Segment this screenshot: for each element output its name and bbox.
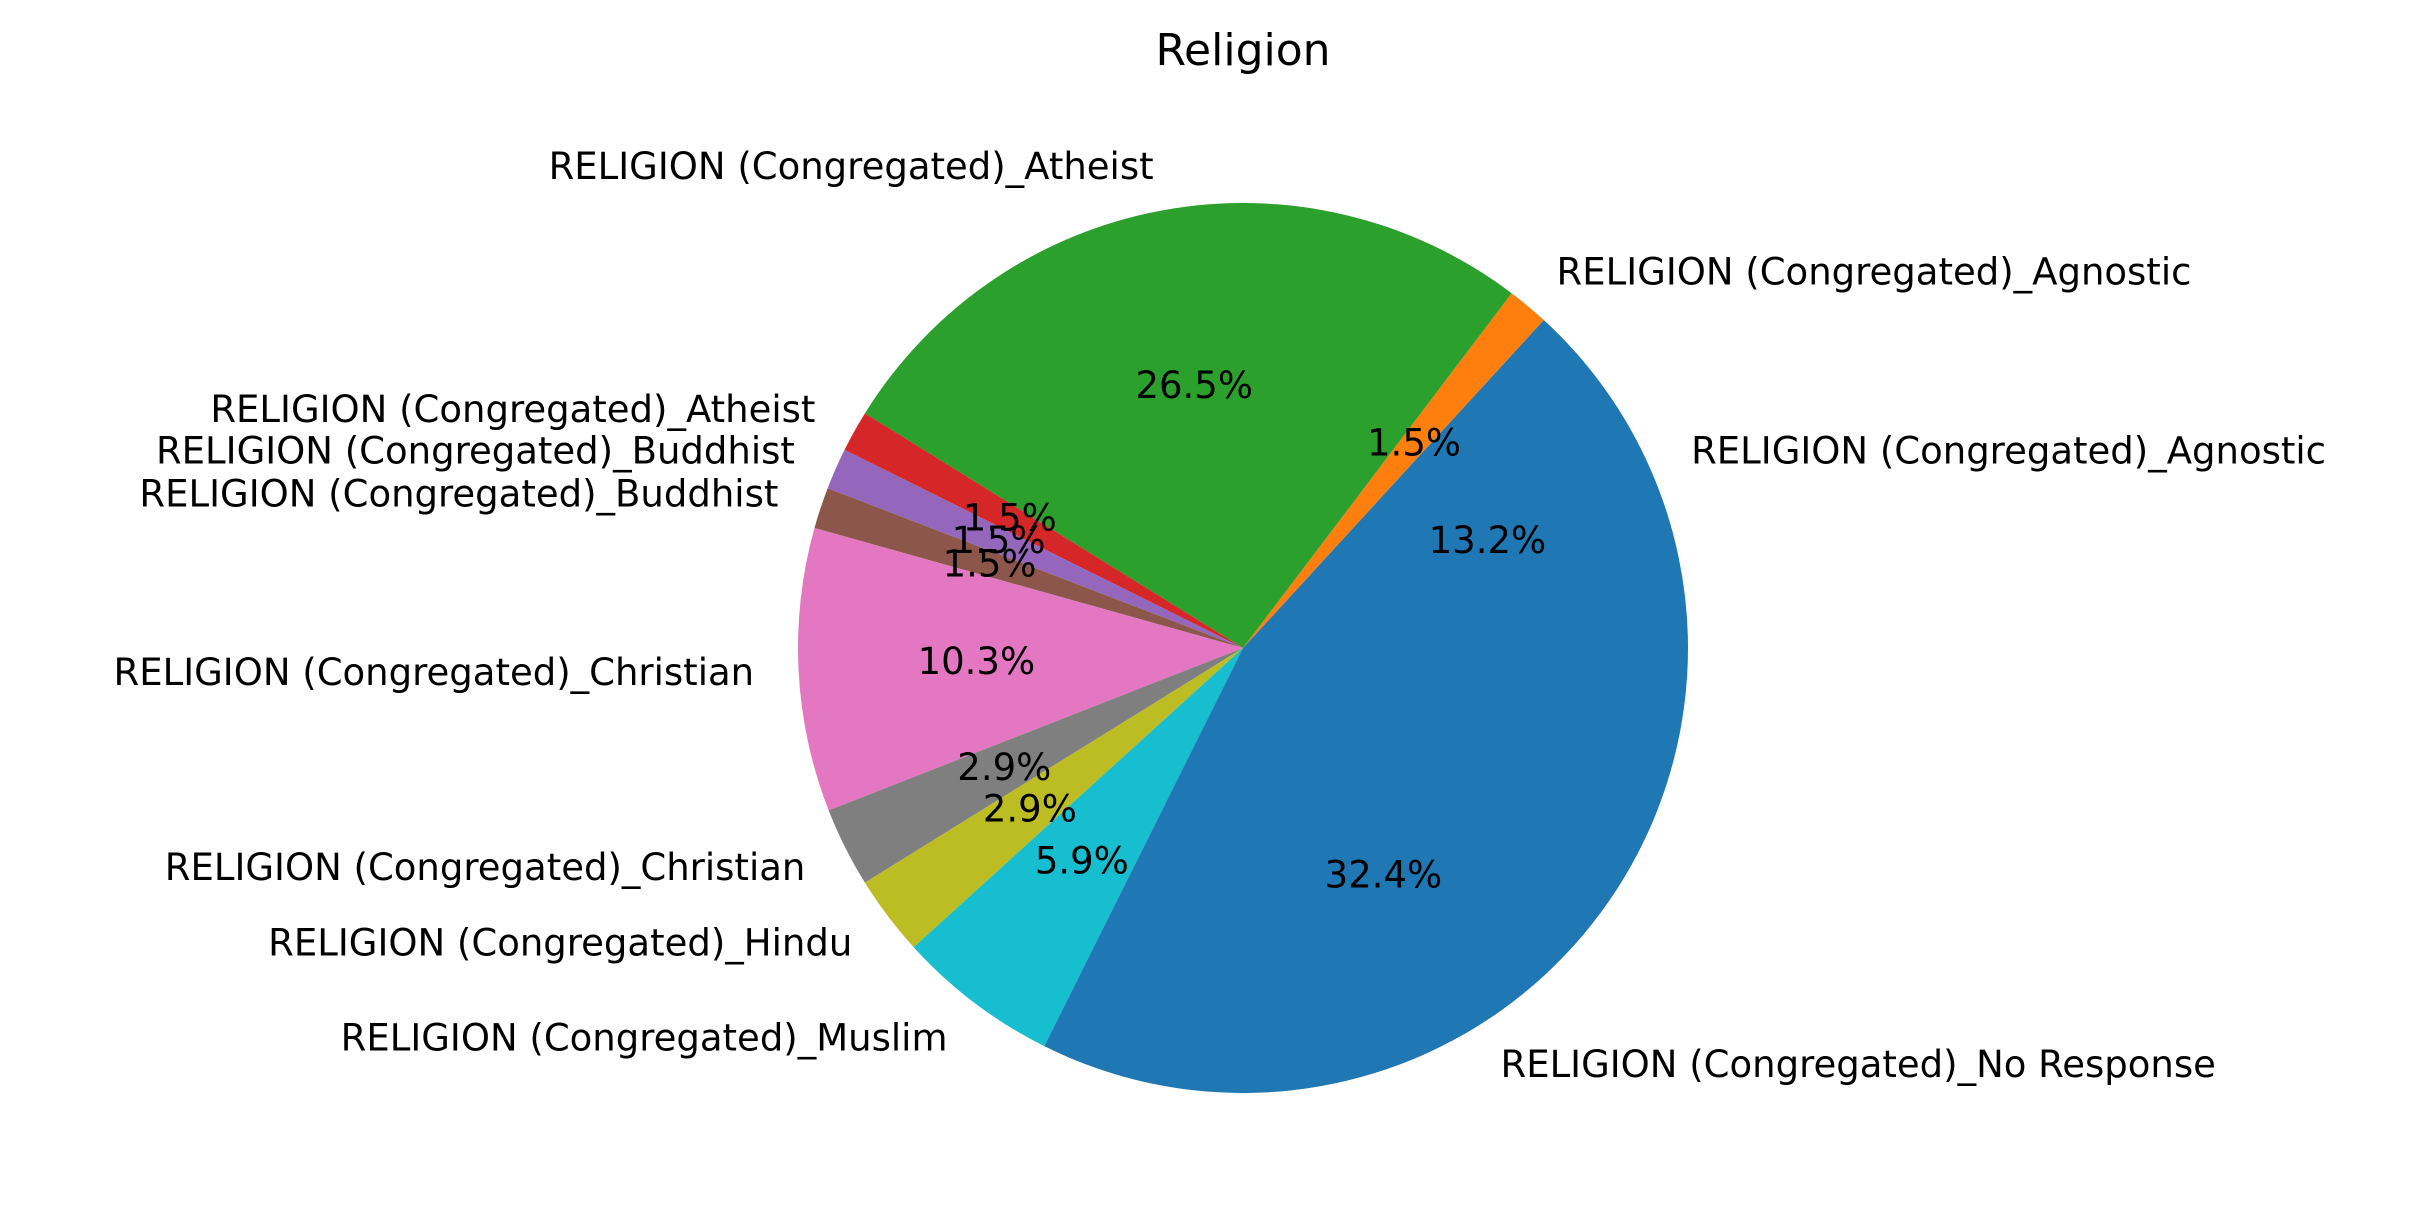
slice-percent-label: 1.5% [943, 542, 1037, 585]
slice-category-label: RELIGION (Congregated)_No Response [1500, 1043, 2215, 1086]
slice-percent-label: 1.5% [1367, 421, 1461, 464]
pie-slice [913, 648, 1243, 1047]
pie-slice [844, 413, 1243, 648]
slice-percent-label: 1.5% [952, 519, 1046, 562]
pie-slice [814, 488, 1243, 648]
category-labels: RELIGION (Congregated)_Agnostic RELIGION … [114, 145, 2326, 1086]
slice-percent-label: 32.4% [1325, 854, 1443, 897]
slice-category-label: RELIGION (Congregated)_Hindu [268, 921, 852, 964]
pie-slice [798, 527, 1243, 811]
slice-category-label: RELIGION (Congregated)_Atheist [210, 388, 815, 431]
slice-percent-label: 10.3% [918, 640, 1036, 683]
pie-slice [827, 449, 1243, 648]
pie-slice [828, 648, 1243, 883]
pie-slice [1243, 320, 1688, 648]
slice-percent-label: 2.9% [957, 746, 1051, 789]
pie-slices [798, 202, 1688, 1094]
slice-category-label: RELIGION (Congregated)_Christian [165, 846, 806, 889]
percent-labels: 13.2%1.5%26.5%1.5%1.5%1.5%10.3%2.9%2.9%5… [918, 364, 1547, 897]
slice-category-label: RELIGION (Congregated)_Christian [114, 651, 755, 694]
slice-percent-label: 5.9% [1035, 839, 1129, 882]
pie-slice [1243, 293, 1544, 648]
pie-slice [864, 648, 1243, 948]
slice-category-label: RELIGION (Congregated)_Agnostic [1557, 251, 2192, 294]
slice-percent-label: 1.5% [963, 497, 1057, 540]
slice-category-label: RELIGION (Congregated)_Buddhist [139, 472, 778, 515]
slice-percent-label: 26.5% [1135, 364, 1253, 407]
slice-category-label: RELIGION (Congregated)_Agnostic [1691, 429, 2326, 472]
chart-title: Religion [1155, 25, 1330, 76]
pie-slice [864, 202, 1512, 648]
slice-category-label: RELIGION (Congregated)_Buddhist [156, 429, 795, 472]
slice-category-label: RELIGION (Congregated)_Atheist [549, 145, 1154, 188]
slice-percent-label: 2.9% [983, 787, 1077, 830]
pie-slice [1044, 648, 1688, 1094]
slice-percent-label: 13.2% [1429, 519, 1547, 562]
slice-category-label: RELIGION (Congregated)_Muslim [341, 1017, 948, 1060]
